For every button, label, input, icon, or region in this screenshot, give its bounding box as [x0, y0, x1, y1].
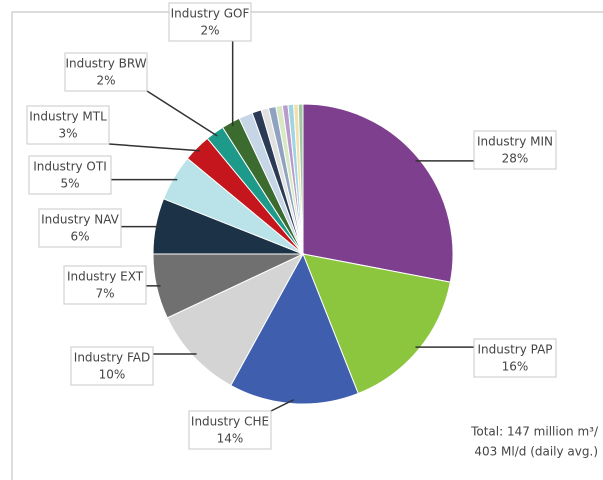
pie-slice: [297, 103, 304, 255]
annotation: 403 Ml/d (daily avg.): [474, 445, 598, 459]
label-box: [64, 52, 148, 92]
pie-slice: [302, 253, 451, 395]
value-label: 3%: [58, 127, 77, 141]
label-box: [38, 208, 122, 248]
slice-label: Industry PAP: [477, 343, 552, 357]
slice-label: Industry EXT: [67, 270, 144, 284]
label-box: [168, 2, 252, 42]
leader-line: [146, 90, 218, 137]
label-box: [473, 338, 557, 378]
pie-slice: [166, 252, 305, 387]
slice-label: Industry FAD: [74, 351, 150, 365]
slice-label: Industry BRW: [65, 57, 146, 71]
slice-label: Industry NAV: [41, 213, 120, 227]
label-box: [473, 130, 557, 170]
value-label: 2%: [96, 74, 115, 88]
label-box: [28, 155, 112, 195]
label-box: [70, 346, 154, 386]
slice-label: Industry OTI: [33, 160, 107, 174]
leader-line: [108, 143, 200, 152]
value-label: 5%: [60, 177, 79, 191]
annotation: Total: 147 million m³/: [470, 425, 599, 439]
label-box: [63, 265, 147, 305]
value-label: 28%: [502, 152, 529, 166]
value-label: 16%: [502, 360, 529, 374]
pie-slice: [230, 252, 359, 405]
label-box: [26, 105, 110, 145]
value-label: 2%: [200, 24, 219, 38]
slice-label: Industry GOF: [171, 7, 250, 21]
pie-slice: [302, 103, 454, 283]
value-label: 7%: [95, 287, 114, 301]
slice-label: Industry MIN: [477, 135, 553, 149]
label-box: [188, 410, 272, 450]
slice-label: Industry MTL: [29, 110, 107, 124]
slice-label: Industry CHE: [191, 415, 269, 429]
value-label: 14%: [217, 432, 244, 446]
value-label: 6%: [70, 230, 89, 244]
value-label: 10%: [99, 368, 126, 382]
leader-line: [270, 399, 295, 412]
